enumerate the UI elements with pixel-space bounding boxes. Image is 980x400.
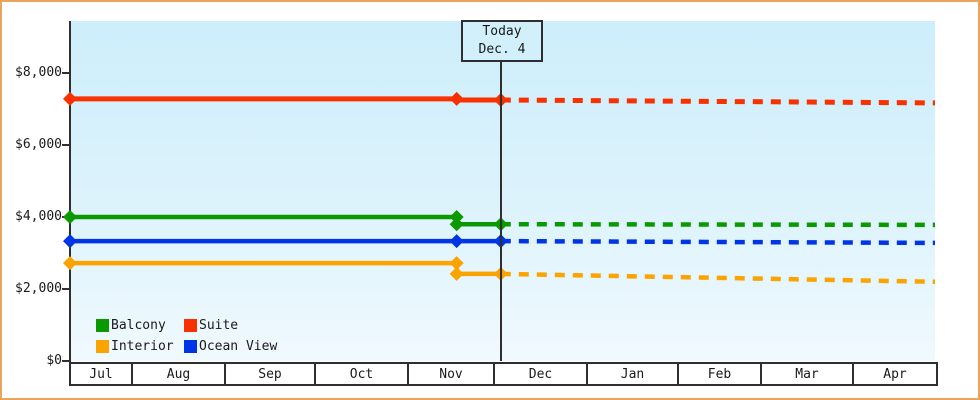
y-axis-tick-label: $2,000 xyxy=(15,281,62,296)
month-cell-oct: Oct xyxy=(314,364,407,384)
legend: Balcony Suite Interior Ocean View xyxy=(96,315,277,357)
legend-item-suite: Suite xyxy=(184,315,277,336)
y-axis-tick-mark xyxy=(62,216,70,218)
x-axis-month-band: Jul Aug Sep Oct Nov Dec Jan Feb Mar Apr xyxy=(69,362,938,386)
month-cell-dec: Dec xyxy=(493,364,586,384)
today-label: Today xyxy=(482,24,522,39)
y-axis-tick-label: $0 xyxy=(46,353,62,368)
legend-label: Suite xyxy=(199,318,239,333)
month-cell-feb: Feb xyxy=(677,364,760,384)
legend-swatch-icon xyxy=(184,340,197,353)
today-date: Dec. 4 xyxy=(478,42,526,57)
legend-label: Balcony xyxy=(111,318,166,333)
y-axis-line xyxy=(69,21,71,362)
legend-swatch-icon xyxy=(96,340,109,353)
month-cell-jul: Jul xyxy=(89,366,113,382)
y-axis-tick-mark xyxy=(62,360,70,362)
today-annotation-box: Today Dec. 4 xyxy=(461,20,543,62)
month-cell-apr: Apr xyxy=(852,364,936,384)
month-cell-sep: Sep xyxy=(224,364,314,384)
month-cell-mar: Mar xyxy=(760,364,852,384)
month-cell-jan: Jan xyxy=(586,364,677,384)
y-axis-tick-mark xyxy=(62,144,70,146)
plot-area xyxy=(71,21,935,361)
legend-swatch-icon xyxy=(184,319,197,332)
legend-label: Interior xyxy=(111,339,174,354)
y-axis-tick-mark xyxy=(62,288,70,290)
y-axis-tick-label: $4,000 xyxy=(15,209,62,224)
legend-item-interior: Interior xyxy=(96,336,184,357)
legend-label: Ocean View xyxy=(199,339,278,354)
legend-item-balcony: Balcony xyxy=(96,315,184,336)
y-axis-tick-mark xyxy=(62,72,70,74)
y-axis-tick-label: $8,000 xyxy=(15,65,62,80)
month-cell-aug: Aug xyxy=(131,364,224,384)
legend-item-ocean-view: Ocean View xyxy=(184,336,277,357)
legend-swatch-icon xyxy=(96,319,109,332)
y-axis-tick-label: $6,000 xyxy=(15,137,62,152)
today-vertical-line xyxy=(500,61,502,361)
month-cell-nov: Nov xyxy=(407,364,493,384)
